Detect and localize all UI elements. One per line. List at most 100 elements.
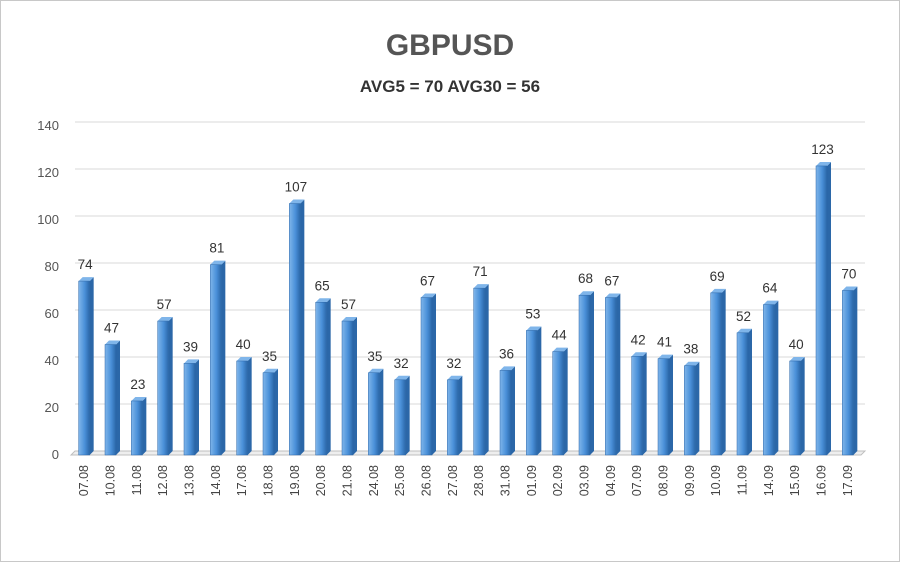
x-tick-label: 04.09 (604, 465, 618, 496)
bar (157, 317, 173, 456)
bar-top (315, 298, 331, 303)
chart-subtitle: AVG5 = 70 AVG30 = 56 (359, 77, 541, 96)
bar (262, 368, 278, 456)
bar-top (552, 347, 568, 352)
bar (210, 260, 226, 456)
bar-side (642, 352, 647, 455)
bar-side (142, 396, 147, 455)
bar (183, 359, 199, 456)
y-tick-label: 0 (52, 447, 59, 462)
bar (552, 347, 568, 456)
y-tick-label: 140 (37, 118, 59, 133)
data-label: 123 (811, 142, 834, 157)
bar (499, 366, 515, 456)
x-tick-label: 31.08 (499, 465, 513, 496)
data-label: 64 (762, 281, 778, 296)
data-label: 74 (78, 257, 94, 272)
y-tick-label: 80 (45, 259, 59, 274)
bar-front (368, 372, 380, 456)
x-tick-label: 01.09 (525, 465, 539, 496)
y-tick-label: 120 (37, 165, 59, 180)
bar-top (658, 354, 673, 359)
bar-side (695, 361, 700, 455)
x-tick-label: 18.08 (262, 465, 276, 496)
x-tick-label: 17.08 (235, 465, 249, 496)
bar-front (499, 370, 512, 456)
bar-top (842, 286, 858, 291)
bar-front (420, 297, 433, 456)
bar (578, 291, 594, 456)
x-tick-label: 14.09 (762, 465, 776, 496)
bar-front (605, 297, 617, 456)
bar-top (710, 288, 726, 293)
bar (710, 288, 726, 456)
bar-top (631, 352, 647, 357)
y-tick-label: 60 (45, 306, 59, 321)
bar-top (473, 284, 489, 289)
bar-top (789, 357, 805, 361)
bar-side (853, 286, 858, 455)
bar-front (236, 360, 248, 456)
x-tick-label: 13.08 (183, 465, 197, 496)
data-label: 67 (420, 274, 435, 289)
bar-front (578, 294, 591, 456)
bar (104, 340, 120, 456)
data-label: 65 (315, 278, 330, 293)
bar-front (262, 372, 275, 456)
bar (473, 284, 489, 456)
bar-front (552, 351, 564, 456)
bar-front (210, 264, 222, 456)
bar-front (526, 330, 538, 456)
data-label: 52 (736, 309, 751, 324)
bar-side (458, 375, 463, 455)
bar-front (710, 292, 722, 456)
data-label: 57 (341, 297, 356, 312)
y-tick-label: 20 (45, 400, 59, 415)
bar-top (78, 277, 94, 282)
x-tick-label: 28.08 (472, 465, 486, 496)
x-tick-label: 21.08 (341, 465, 355, 496)
data-label: 71 (473, 264, 488, 279)
bar-front (789, 360, 801, 456)
bar (78, 277, 94, 456)
x-tick-label: 25.08 (393, 465, 407, 496)
bar-side (168, 317, 173, 455)
x-tick-label: 08.09 (657, 465, 671, 496)
data-label: 23 (130, 377, 145, 392)
y-tick-label: 40 (45, 353, 59, 368)
bar-side (537, 326, 542, 455)
bar-side (721, 288, 726, 455)
bar (289, 199, 305, 456)
data-label: 36 (499, 346, 514, 361)
bar (763, 300, 779, 456)
bar (657, 354, 673, 456)
bar-front (131, 400, 143, 456)
data-label: 40 (236, 337, 251, 352)
bar-front (394, 379, 406, 456)
bar (842, 286, 858, 456)
bar (341, 317, 357, 456)
bar (789, 357, 805, 456)
bar-side (274, 368, 278, 455)
bar-front (657, 358, 670, 456)
data-label: 68 (578, 271, 593, 286)
bar-top (184, 359, 199, 364)
bar-top (263, 368, 278, 373)
x-tick-label: 02.09 (551, 465, 565, 496)
bar-top (526, 326, 542, 331)
bar-front (315, 302, 327, 456)
data-label: 44 (552, 328, 568, 343)
data-label: 67 (604, 274, 619, 289)
data-label: 35 (262, 349, 277, 364)
bar-side (774, 300, 779, 455)
x-tick-label: 07.08 (77, 465, 91, 496)
bar (447, 375, 463, 456)
bar-front (447, 379, 459, 456)
bar (736, 328, 752, 456)
x-tick-label: 09.09 (683, 465, 697, 496)
bar-side (827, 161, 831, 455)
x-tick-label: 15.09 (788, 465, 802, 496)
data-label: 57 (157, 297, 172, 312)
